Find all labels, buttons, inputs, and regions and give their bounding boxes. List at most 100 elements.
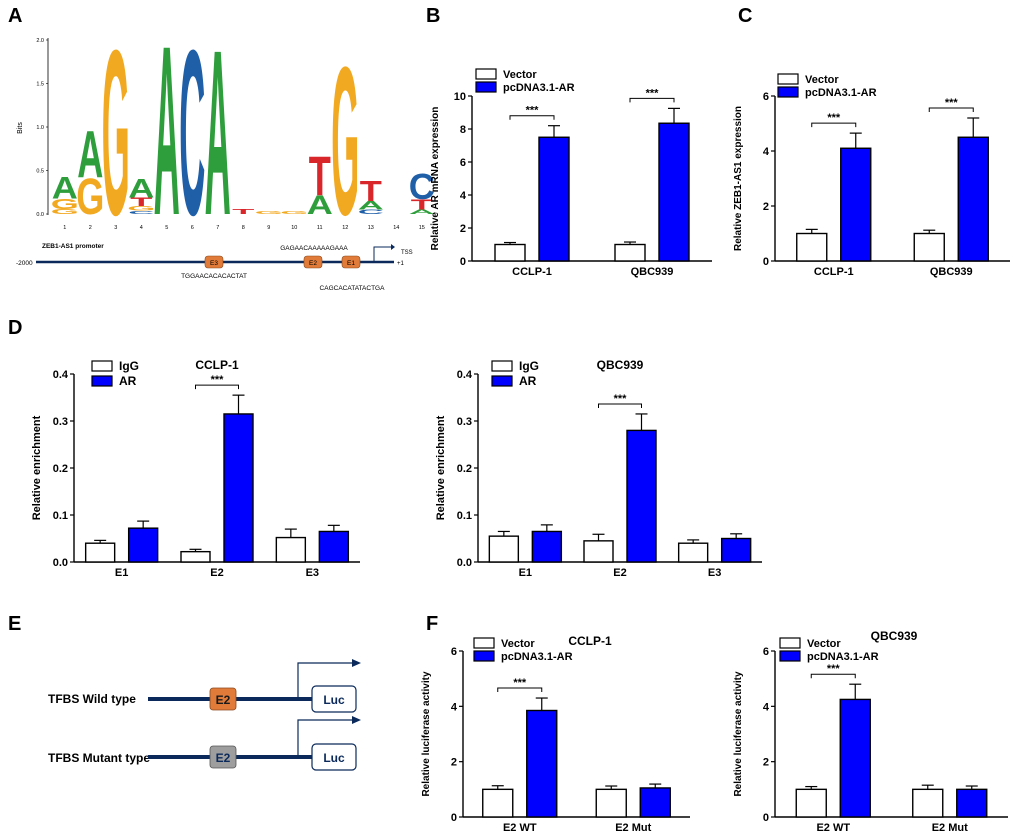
logo-letter-g: G [280, 210, 308, 215]
wild-type-e2-box [209, 687, 237, 711]
y-tick-label: 0.1 [457, 510, 472, 522]
logo-x-tick-label: 8 [242, 225, 245, 231]
significance-label: *** [526, 105, 540, 117]
chart-d1: 0.0 0.1 0.2 0.3 0.4 Relative enrichment CCLP-1… [31, 358, 360, 579]
bar-treatment [956, 788, 988, 818]
x-tick-label: QBC939 [930, 266, 973, 278]
y-tick-label: 2 [451, 757, 457, 769]
promoter-element-e1-seq: CAGCACATATACTGA [320, 285, 386, 292]
logo-letter-glyph: A [307, 190, 333, 220]
legend-swatch-control [91, 360, 113, 372]
significance-label: *** [211, 374, 225, 386]
tss-label: TSS [401, 250, 413, 256]
logo-letter-glyph: G [51, 196, 79, 212]
y-axis-label: Relative AR mRNA expression [430, 107, 441, 251]
y-tick-label: 0.0 [457, 557, 472, 569]
mutant-type-promoter-arrow [297, 719, 356, 757]
logo-y-tick-label: 2.0 [36, 38, 44, 44]
logo-letter-g: G [76, 169, 104, 225]
logo-letter-a: A [77, 119, 103, 192]
logo-letter-g: G [102, 0, 130, 264]
bar-treatment [531, 530, 563, 563]
logo-x-tick-label: 13 [368, 225, 374, 231]
logo-letter-glyph: G [331, 24, 359, 260]
logo-letter-glyph: C [409, 166, 435, 207]
legend-swatch-control [475, 68, 497, 80]
y-tick-label: 0.4 [457, 369, 473, 381]
promoter-label: ZEB1-AS1 promoter [42, 243, 104, 250]
logo-x-tick-label: 14 [393, 225, 399, 231]
promoter-element-e2 [303, 255, 323, 269]
logo-letter-glyph: A [409, 209, 435, 216]
wild-type-promoter-arrow [297, 662, 356, 699]
logo-letter-glyph: T [232, 207, 254, 215]
chart-title: QBC939 [871, 629, 918, 643]
bar-treatment [526, 709, 558, 818]
x-tick-label: E3 [306, 567, 319, 579]
bar-control [614, 243, 646, 262]
x-tick-label: E2 WT [503, 822, 537, 834]
bar-treatment [839, 698, 871, 818]
logo-x-tick-label: 7 [216, 225, 219, 231]
chart-title: CCLP-1 [195, 358, 239, 372]
logo-x-tick-label: 1 [63, 225, 66, 231]
legend-label: pcDNA3.1-AR [805, 87, 877, 99]
logo-y-tick-label: 0.5 [36, 169, 44, 175]
chart-title: QBC939 [597, 358, 644, 372]
mutant-type-e2-box [209, 745, 237, 769]
bar-control [84, 542, 116, 563]
panel-label-e: E [8, 613, 21, 635]
legend-label: Vector [503, 69, 537, 81]
bar-treatment [318, 530, 350, 563]
logo-letter-glyph: C [179, 0, 205, 264]
legend-label: AR [119, 374, 137, 388]
logo-letter-t: T [232, 207, 254, 215]
logo-letter-glyph: A [77, 119, 103, 192]
x-tick-label: E2 Mut [615, 822, 651, 834]
chart-f2: 0 2 4 6 Relative luciferase activity QBC939 Ve… [733, 629, 1008, 834]
bar-treatment [658, 122, 690, 262]
logo-letter-glyph: A [52, 170, 78, 205]
panel-label-b: B [426, 5, 440, 27]
luciferase-construct-panel: TFBS Wild type E2 Luc TFBS Mutant type E… [48, 659, 361, 771]
significance-bracket [509, 115, 555, 120]
legend-swatch-control [779, 637, 801, 649]
logo-letter-c: C [128, 210, 154, 215]
legend-swatch-treatment [777, 86, 799, 98]
logo-letter-g: G [51, 196, 79, 212]
logo-y-tick-label: 1.5 [36, 82, 44, 88]
bar-control [677, 542, 709, 563]
y-axis-label: Relative luciferase activity [733, 671, 744, 797]
y-tick-label: 8 [460, 124, 466, 136]
x-tick-label: CCLP-1 [814, 266, 854, 278]
panel-label-c: C [738, 5, 752, 27]
y-tick-label: 4 [763, 701, 770, 713]
y-tick-label: 6 [451, 646, 457, 658]
logo-letter-glyph: A [154, 0, 180, 266]
tss-arrowhead [391, 244, 395, 250]
significance-bracket [928, 107, 974, 112]
significance-bracket [497, 687, 543, 693]
logo-letter-glyph: A [128, 173, 154, 203]
y-tick-label: 10 [454, 91, 466, 103]
y-axis-label: Relative luciferase activity [421, 671, 432, 797]
y-tick-label: 6 [460, 157, 466, 169]
y-tick-label: 4 [763, 146, 770, 158]
y-tick-label: 0 [460, 256, 466, 268]
bar-control [494, 243, 526, 262]
bar-treatment [957, 136, 989, 262]
logo-letter-t: T [411, 196, 433, 212]
logo-letter-a: A [409, 209, 435, 216]
significance-bracket [598, 403, 642, 408]
chart-c: 0 2 4 6 Relative ZEB1-AS1 expression Vectorpc… [733, 73, 1010, 278]
chart-title: CCLP-1 [568, 634, 612, 648]
y-tick-label: 6 [763, 91, 769, 103]
y-tick-label: 0.3 [457, 416, 472, 428]
significance-bracket [811, 122, 857, 128]
promoter-element-e3 [204, 255, 224, 269]
logo-letter-g: G [51, 207, 79, 215]
x-tick-label: QBC939 [631, 266, 674, 278]
legend-swatch-treatment [779, 650, 801, 662]
significance-bracket [629, 97, 675, 103]
